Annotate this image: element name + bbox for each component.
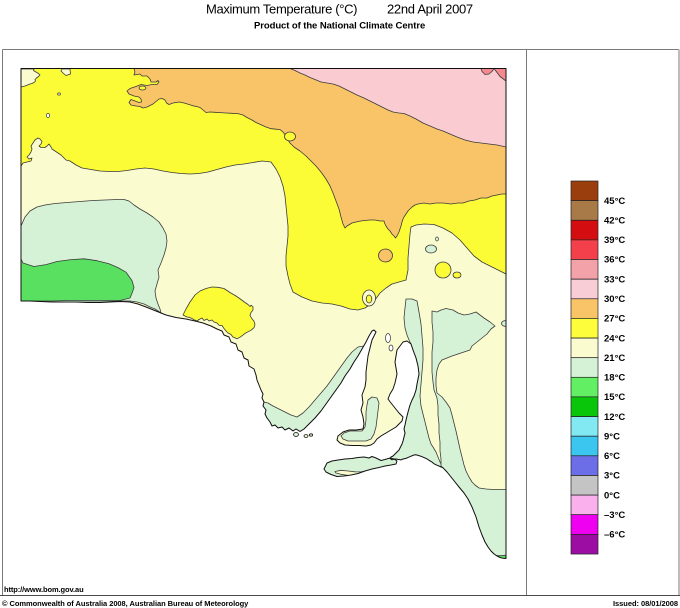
svg-text:27°C: 27°C [604, 314, 625, 325]
svg-text:15°C: 15°C [604, 392, 625, 403]
svg-text:18°C: 18°C [604, 373, 625, 384]
svg-text:Maximum Temperature (°C): Maximum Temperature (°C) [206, 2, 357, 17]
svg-text:24°C: 24°C [604, 333, 625, 344]
svg-text:–6°C: –6°C [604, 530, 625, 541]
svg-text:22nd April 2007: 22nd April 2007 [387, 2, 473, 17]
svg-text:30°C: 30°C [604, 294, 625, 305]
svg-text:0°C: 0°C [604, 490, 620, 501]
svg-text:39°C: 39°C [604, 235, 625, 246]
svg-text:21°C: 21°C [604, 353, 625, 364]
svg-text:9°C: 9°C [604, 431, 620, 442]
svg-text:45°C: 45°C [604, 196, 625, 207]
svg-text:36°C: 36°C [604, 255, 625, 266]
svg-text:12°C: 12°C [604, 412, 625, 423]
svg-text:http://www.bom.gov.au: http://www.bom.gov.au [4, 585, 84, 594]
svg-text:Product of the National Climat: Product of the National Climate Centre [254, 21, 425, 32]
svg-text:33°C: 33°C [604, 274, 625, 285]
svg-text:© Commonwealth of Australia 20: © Commonwealth of Australia 2008, Austra… [2, 599, 249, 608]
svg-text:6°C: 6°C [604, 451, 620, 462]
svg-text:Issued: 08/01/2008: Issued: 08/01/2008 [613, 599, 678, 608]
svg-text:–3°C: –3°C [604, 510, 625, 521]
svg-text:3°C: 3°C [604, 471, 620, 482]
svg-text:42°C: 42°C [604, 216, 625, 227]
